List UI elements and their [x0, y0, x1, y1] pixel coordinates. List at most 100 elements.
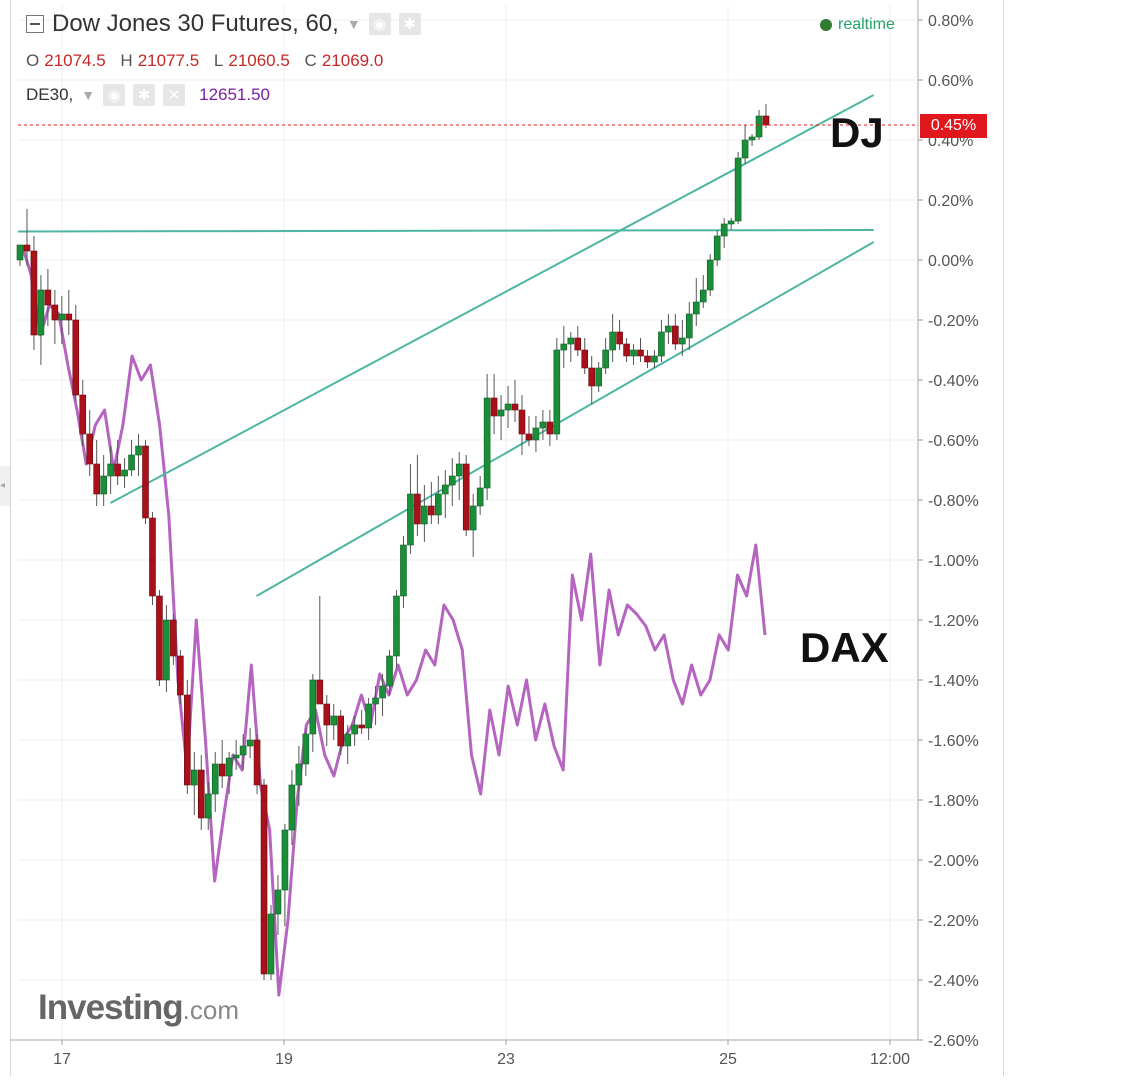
gear-icon[interactable]: ✱: [133, 84, 156, 106]
candle-body: [546, 421, 554, 435]
candle-body: [274, 889, 282, 915]
candle-body: [246, 739, 254, 747]
candle-body: [142, 445, 149, 519]
candle-body: [699, 289, 707, 303]
x-tick-label: 12:00: [870, 1051, 910, 1068]
chart-title: Dow Jones 30 Futures, 60,: [52, 10, 339, 37]
logo-suffix: .com: [182, 995, 239, 1025]
candle-body: [497, 409, 505, 417]
y-tick-label: -2.60%: [928, 1033, 979, 1050]
high-value: 21077.5: [137, 51, 200, 70]
chevron-down-icon[interactable]: ▼: [81, 87, 96, 103]
close-value: 21069.0: [321, 51, 384, 70]
y-tick-label: 0.20%: [928, 193, 973, 210]
candle-body: [616, 331, 623, 345]
x-tick-label: 19: [275, 1051, 293, 1068]
candle-body: [79, 394, 87, 435]
candle-body: [107, 463, 114, 477]
low-key: L: [213, 51, 224, 70]
y-tick-label: -1.60%: [928, 733, 979, 750]
realtime-dot-icon: [820, 19, 832, 31]
candle-body: [400, 544, 407, 597]
x-tick-label: 17: [53, 1051, 71, 1068]
y-tick-label: 0.00%: [928, 253, 973, 270]
candle-body: [692, 301, 700, 315]
candle-body: [86, 433, 94, 465]
candle-body: [330, 715, 338, 726]
candle-body: [490, 397, 498, 417]
candle-body: [51, 304, 59, 321]
gear-icon[interactable]: ✱: [398, 13, 421, 35]
candle-body: [469, 505, 477, 531]
candle-body: [149, 517, 156, 597]
y-tick-label: -1.20%: [928, 613, 979, 630]
candle-body: [302, 733, 310, 765]
candle-body: [44, 289, 52, 306]
eye-icon[interactable]: ◉: [103, 84, 126, 106]
candle-body: [435, 493, 442, 516]
trendline: [256, 241, 875, 597]
candle-body: [665, 325, 672, 333]
candle-body: [386, 655, 393, 687]
candle-body: [602, 349, 609, 369]
candle-body: [734, 157, 742, 222]
candle-body: [295, 763, 303, 786]
candle-body: [204, 793, 212, 819]
candle-body: [337, 715, 345, 747]
candle-body: [720, 223, 728, 237]
chart-frame: [10, 0, 1004, 1076]
candle-body: [560, 343, 568, 351]
candle-body: [358, 724, 365, 729]
eye-icon[interactable]: ◉: [368, 13, 391, 35]
candle-body: [476, 487, 484, 507]
candle-body: [511, 403, 519, 411]
candle-body: [741, 139, 749, 159]
trendline: [17, 229, 874, 233]
candle-body: [672, 325, 679, 345]
close-icon[interactable]: ✕: [163, 84, 186, 106]
candle-body: [713, 235, 721, 261]
x-tick-label: 23: [497, 1051, 515, 1068]
candle-body: [114, 463, 121, 477]
candle-body: [686, 313, 693, 339]
candle-body: [351, 724, 358, 735]
scroll-left-handle[interactable]: ◂: [0, 466, 10, 506]
chart-title-row: Dow Jones 30 Futures, 60, ▼ ◉ ✱: [26, 10, 421, 38]
candle-body: [567, 337, 575, 345]
dj-annotation: DJ: [830, 109, 884, 156]
candle-body: [163, 619, 170, 681]
candle-body: [414, 493, 421, 525]
dax-series-line: [20, 244, 767, 997]
candle-body: [483, 397, 491, 489]
candle-body: [393, 595, 400, 657]
compare-symbol: DE30,: [26, 85, 74, 104]
y-tick-label: -0.60%: [928, 433, 979, 450]
candle-body: [532, 427, 540, 441]
candle-body: [135, 445, 142, 456]
candle-body: [727, 220, 735, 225]
collapse-icon[interactable]: [26, 15, 44, 33]
candle-body: [525, 433, 533, 441]
candle-body: [644, 355, 651, 363]
candle-body: [365, 703, 372, 729]
candle-body: [441, 484, 449, 495]
candle-body: [762, 115, 770, 126]
candle-body: [253, 739, 261, 786]
candle-body: [679, 337, 686, 345]
candle-body: [748, 136, 756, 141]
high-key: H: [120, 51, 133, 70]
open-value: 21074.5: [44, 51, 106, 70]
candle-body: [170, 619, 177, 657]
candle-body: [218, 763, 226, 777]
y-tick-label: -0.80%: [928, 493, 979, 510]
candle-body: [316, 679, 324, 705]
candle-body: [574, 337, 582, 351]
y-tick-label: -0.20%: [928, 313, 979, 330]
candle-body: [58, 313, 66, 321]
chevron-down-icon[interactable]: ▼: [346, 16, 361, 32]
candle-body: [30, 250, 38, 336]
candle-body: [553, 349, 561, 435]
candle-body: [428, 505, 435, 516]
candle-body: [372, 697, 379, 705]
